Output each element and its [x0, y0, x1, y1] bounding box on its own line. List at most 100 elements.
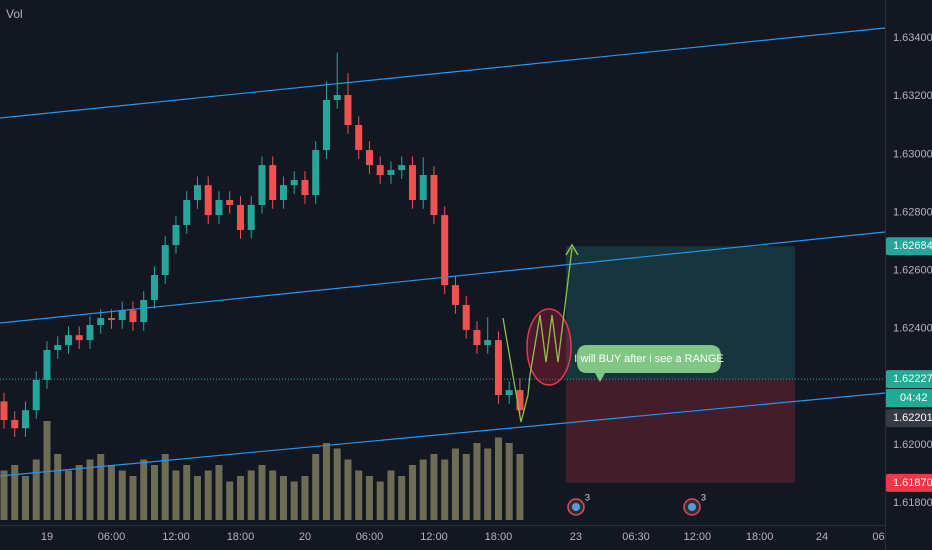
candle-body	[290, 179, 298, 186]
volume-bar	[505, 443, 513, 520]
volume-bar	[269, 470, 277, 520]
volume-bar	[129, 476, 137, 520]
candle-body	[451, 285, 459, 305]
channel-top	[0, 27, 886, 119]
volume-bar	[247, 470, 255, 520]
x-tick-label: 06:30	[622, 531, 650, 543]
candle-body	[516, 390, 524, 411]
x-tick-label: 18:00	[227, 531, 255, 543]
candle-body	[269, 165, 277, 200]
candle-body	[494, 340, 502, 396]
candle-body	[226, 200, 234, 205]
candle-body	[387, 170, 395, 175]
x-tick-label: 23	[570, 531, 582, 543]
event-count: 3	[585, 492, 590, 502]
candle-body	[247, 204, 255, 230]
volume-bar	[419, 459, 427, 520]
candle-body	[312, 150, 320, 196]
volume-label: Vol	[6, 7, 23, 21]
candle-body	[355, 125, 363, 150]
x-tick-label: 19	[41, 531, 53, 543]
candle-body	[441, 215, 449, 286]
candle-body	[118, 310, 126, 321]
price-label: 1.62227	[893, 373, 932, 385]
volume-bar	[0, 470, 8, 520]
volume-bar	[301, 476, 309, 520]
candle-body	[462, 304, 470, 330]
price-label: 1.62684	[893, 240, 932, 252]
candle-body	[204, 185, 212, 216]
y-tick-label: 1.62400	[893, 323, 932, 335]
volume-bar	[172, 470, 180, 520]
volume-bar	[258, 465, 266, 520]
event-icon-inner	[688, 503, 696, 511]
volume-bar	[344, 459, 352, 520]
y-axis-panel	[885, 0, 932, 550]
candle-body	[365, 150, 373, 166]
candle-body	[398, 165, 406, 171]
y-tick-label: 1.61800	[893, 497, 932, 509]
range-ellipse	[526, 308, 572, 386]
price-label: 1.61870	[893, 477, 932, 489]
countdown-bg	[886, 389, 932, 408]
volume-bar	[43, 421, 51, 520]
candle-body	[64, 335, 72, 346]
volume-bar	[183, 465, 191, 520]
volume-bar	[215, 465, 223, 520]
candle-body	[505, 390, 513, 396]
candle-body	[129, 310, 137, 323]
y-tick-label: 1.62800	[893, 206, 932, 218]
candle-body	[215, 200, 223, 216]
zigzag-range	[529, 247, 573, 376]
x-tick-label: 06:00	[356, 531, 384, 543]
stop-zone	[566, 379, 795, 483]
volume-bar	[494, 437, 502, 520]
volume-bar	[32, 459, 40, 520]
candle-body	[21, 410, 29, 429]
volume-bar	[408, 465, 416, 520]
y-tick-label: 1.63400	[893, 32, 932, 44]
candle-body	[32, 379, 40, 411]
candle-body	[344, 95, 352, 125]
x-axis-panel	[0, 525, 932, 550]
volume-bar	[107, 465, 115, 520]
volume-bar	[86, 459, 94, 520]
volume-bar	[376, 481, 384, 520]
arrow-head	[565, 243, 579, 256]
candle-body	[86, 325, 94, 341]
x-tick-label: 12:00	[162, 531, 190, 543]
volume-bar	[64, 470, 72, 520]
candle-body	[183, 200, 191, 225]
price-label-bg	[886, 473, 932, 492]
y-tick-label: 1.63000	[893, 148, 932, 160]
y-tick-label: 1.62000	[893, 439, 932, 451]
candle-body	[75, 335, 83, 341]
candle-body	[43, 350, 51, 380]
volume-bar	[441, 459, 449, 520]
volume-bar	[161, 454, 169, 520]
candle-body	[150, 275, 158, 300]
candle-body	[107, 318, 115, 321]
candle-body	[301, 179, 309, 196]
candle-body	[333, 95, 341, 100]
volume-bar	[322, 443, 330, 520]
volume-bar	[355, 470, 363, 520]
volume-bar	[54, 454, 62, 520]
volume-bar	[484, 448, 492, 520]
price-label-bg	[886, 237, 932, 256]
candle-body	[473, 329, 481, 346]
x-tick-label: 06:00	[98, 531, 126, 543]
volume-bar	[75, 465, 83, 520]
volume-bar	[430, 454, 438, 520]
channel-bottom	[0, 392, 886, 477]
candle-body	[236, 204, 244, 230]
price-label-bg	[886, 409, 932, 428]
candle-body	[11, 420, 19, 429]
volume-bar	[204, 470, 212, 520]
candle-body	[279, 185, 287, 200]
volume-bar	[11, 465, 19, 520]
candle-body	[97, 318, 105, 325]
drawings: I will BUY after i see a RANGE	[0, 27, 886, 477]
event-icon-inner	[572, 503, 580, 511]
